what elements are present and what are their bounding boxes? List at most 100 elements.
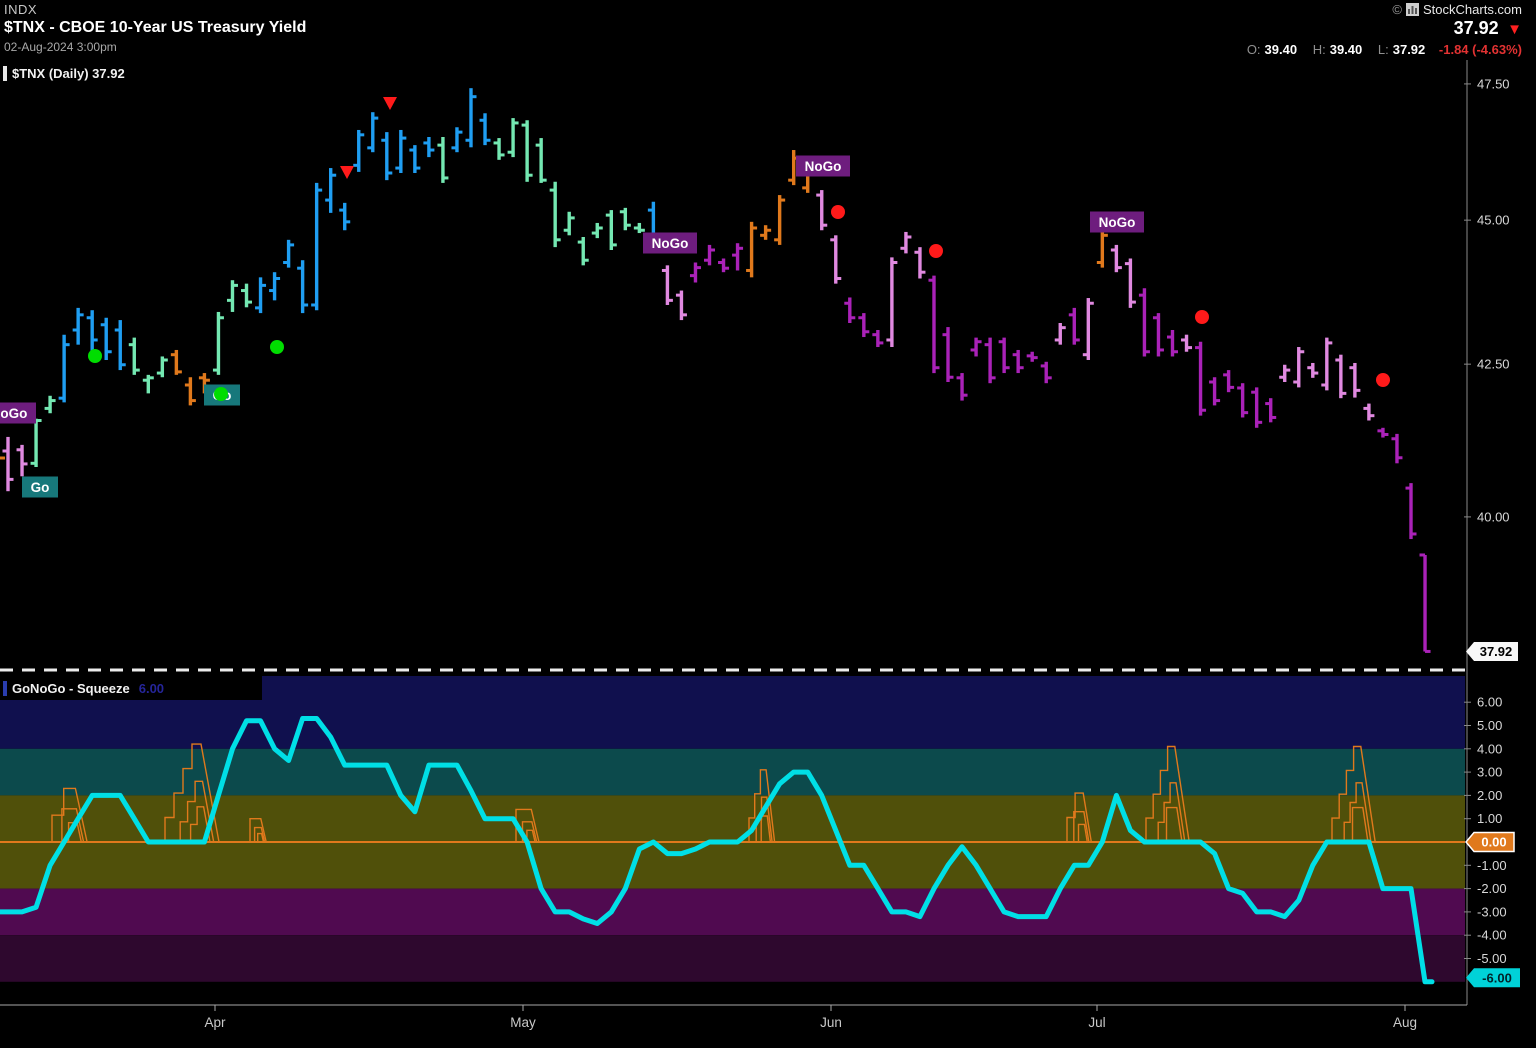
page-title: $TNX - CBOE 10-Year US Treasury Yield (4, 19, 307, 36)
month-label: Jun (820, 1015, 842, 1030)
squeeze-pyramid (51, 787, 88, 843)
change-value: -1.84 (-4.63%) (1438, 42, 1522, 57)
copyright-symbol: © (1392, 2, 1403, 17)
axis-badges: 37.92 0.00 -6.00 (1465, 641, 1520, 988)
squeeze-pyramid (253, 826, 266, 843)
nogo-dot (1376, 373, 1390, 387)
squeeze-oscillator-line (0, 716, 1435, 985)
squeeze-axis-label: 3.00 (1477, 765, 1502, 780)
squeeze-pyramid (189, 806, 211, 843)
countertrend-arrow-icon (340, 166, 354, 179)
squeeze-axis-label: 4.00 (1477, 741, 1502, 756)
squeeze-pyramid (1343, 782, 1372, 843)
nogo-badge (796, 155, 850, 177)
open-value: 39.40 (1264, 42, 1298, 57)
squeeze-axis-label: -1.00 (1477, 858, 1507, 873)
high-value: 39.40 (1329, 42, 1363, 57)
squeeze-axis-label: -4.00 (1477, 928, 1507, 943)
quote-row: 37.92 ▼ (1235, 18, 1522, 39)
price-axis-label: 40.00 (1477, 509, 1510, 524)
squeeze-series-label-text: GoNoGo - Squeeze (12, 680, 130, 696)
nogo-badge (1090, 211, 1144, 233)
go-dot (88, 349, 102, 363)
squeeze-pyramid (1165, 806, 1183, 843)
nogo-dot (1195, 310, 1209, 324)
squeeze-band (0, 888, 1465, 936)
squeeze-axis-label: -2.00 (1477, 881, 1507, 896)
month-label: Aug (1393, 1015, 1417, 1030)
squeeze-axis-label: -3.00 (1477, 904, 1507, 919)
squeeze-pyramid (61, 808, 85, 843)
nogo-badge (0, 402, 36, 424)
signal-badges: NoGoNoGoNoGoNoGoGoGo (0, 155, 1144, 498)
month-label: Apr (204, 1015, 226, 1030)
last-price-badge-label: 37.92 (1480, 644, 1513, 659)
price-bars (0, 88, 1431, 653)
squeeze-pyramid (1073, 811, 1090, 843)
go-badge (22, 476, 58, 498)
open-label: O: (1246, 42, 1261, 57)
low-value: 37.92 (1392, 42, 1426, 57)
nogo-badge (643, 232, 697, 254)
high-label: H: (1312, 42, 1326, 57)
go-dot (270, 340, 284, 354)
squeeze-zero-badge (1465, 831, 1515, 853)
low-label: L: (1377, 42, 1389, 57)
squeeze-band (0, 748, 1465, 796)
squeeze-pyramid (1145, 745, 1190, 843)
price-axis-label: 45.00 (1477, 213, 1510, 228)
go-badge-label: Go (31, 480, 50, 495)
last-price: 37.92 (1453, 18, 1499, 38)
squeeze-pyramid (748, 769, 776, 843)
squeeze-axis-label: 5.00 (1477, 718, 1502, 733)
go-dot (214, 387, 228, 401)
signal-markers (88, 97, 1390, 401)
chart-timestamp: 02-Aug-2024 3:00pm (4, 40, 117, 54)
squeeze-bands (0, 676, 1465, 982)
countertrend-arrow-icon (383, 97, 397, 110)
squeeze-pyramid (164, 743, 220, 843)
price-axis-label: 47.50 (1477, 76, 1510, 91)
squeeze-pyramid (1351, 806, 1369, 843)
nogo-badge-label: NoGo (805, 159, 842, 174)
squeeze-pyramid (1066, 792, 1092, 843)
header-right: © StockCharts.com 37.92 ▼ O: 39.40 H: 39.4… (1235, 2, 1522, 57)
nogo-badge-label: NoGo (652, 236, 689, 251)
exchange-label: INDX (4, 2, 38, 17)
squeeze-pyramid (1331, 745, 1376, 843)
squeeze-pyramid (1077, 823, 1088, 843)
month-label: May (510, 1015, 536, 1030)
series-label-bar (3, 66, 7, 81)
squeeze-series-value: 6.00 (138, 680, 165, 696)
squeeze-axis-label: 2.00 (1477, 788, 1502, 803)
squeeze-pyramid (526, 829, 536, 843)
squeeze-pyramid (257, 832, 265, 843)
squeeze-zero-badge-label: 0.00 (1481, 835, 1506, 850)
ohlc-row: O: 39.40 H: 39.40 L: 37.92 -1.84 (-4.63%) (1235, 42, 1522, 57)
nogo-dot (929, 244, 943, 258)
credit-text: StockCharts.com (1423, 2, 1522, 17)
nogo-badge-label: NoGo (0, 406, 27, 421)
last-price-badge (1466, 641, 1518, 661)
squeeze-last-badge-label: -6.00 (1482, 970, 1512, 985)
header-left: INDX $TNX - CBOE 10-Year US Treasury Yie… (4, 2, 306, 54)
month-label: Jul (1088, 1015, 1105, 1030)
squeeze-last-badge (1466, 968, 1520, 988)
price-series-label: $TNX (Daily) 37.92 (3, 66, 125, 81)
squeeze-label-bar (3, 680, 7, 696)
squeeze-pyramid (179, 780, 215, 843)
axes: 47.50 45.00 42.50 40.00 6.00 5.00 4.00 3.00 2.00… (0, 60, 1510, 1030)
squeeze-band (0, 935, 1465, 982)
squeeze-pyramid (1157, 782, 1186, 843)
squeeze-pyramid (760, 815, 772, 843)
price-series-label-text: $TNX (Daily) 37.92 (12, 66, 125, 81)
down-arrow-icon: ▼ (1507, 21, 1522, 38)
nogo-badge-label: NoGo (1099, 215, 1136, 230)
squeeze-series-label: GoNoGo - Squeeze 6.00 (3, 678, 258, 698)
nogo-dot (831, 205, 845, 219)
price-axis-label: 42.50 (1477, 357, 1510, 372)
squeeze-axis-label: -5.00 (1477, 951, 1507, 966)
squeeze-axis-label: 1.00 (1477, 811, 1502, 826)
